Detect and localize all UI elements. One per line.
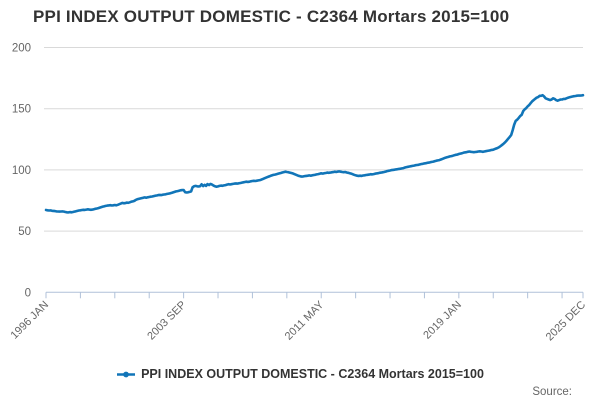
- y-axis-tick-label: 0: [25, 287, 31, 299]
- x-axis-tick-label: 2025 DEC: [544, 299, 588, 343]
- source-label: Source:: [532, 386, 572, 398]
- x-axis-tick-label: 2019 JAN: [421, 299, 464, 342]
- legend: PPI INDEX OUTPUT DOMESTIC - C2364 Mortar…: [0, 364, 600, 384]
- line-with-dot-icon: [117, 371, 136, 377]
- y-axis-tick-label: 200: [12, 43, 31, 55]
- y-axis-tick-label: 150: [12, 104, 31, 116]
- legend-label: PPI INDEX OUTPUT DOMESTIC - C2364 Mortar…: [141, 367, 484, 381]
- y-axis-tick-label: 100: [12, 165, 31, 177]
- y-axis-tick-label: 50: [18, 226, 31, 238]
- legend-item[interactable]: PPI INDEX OUTPUT DOMESTIC - C2364 Mortar…: [116, 367, 484, 381]
- x-axis-tick-label: 1996 JAN: [8, 299, 51, 342]
- series-line-path: [44, 93, 585, 214]
- chart-title: PPI INDEX OUTPUT DOMESTIC - C2364 Mortar…: [33, 7, 510, 26]
- x-axis-tick-label: 2003 SEP: [145, 299, 189, 343]
- x-axis-tick-label: 2011 MAY: [283, 298, 327, 342]
